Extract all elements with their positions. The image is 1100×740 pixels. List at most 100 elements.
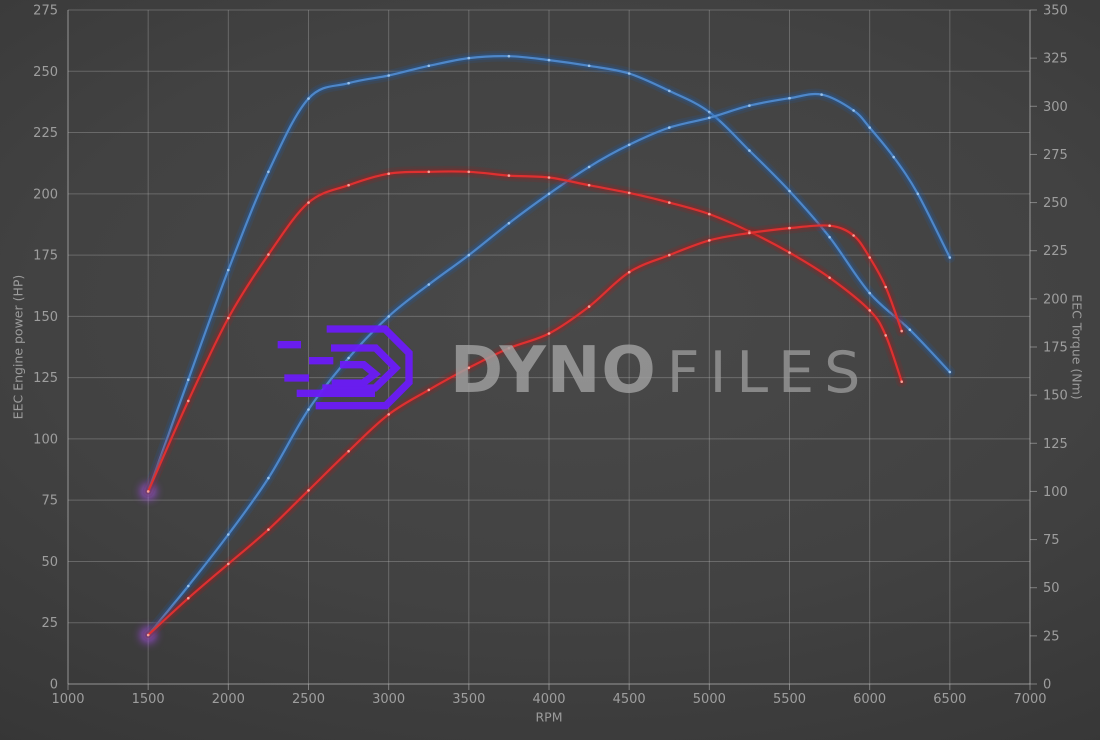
curve-point-power-red: [227, 562, 230, 566]
y-left-tick-label: 275: [33, 4, 58, 19]
y-left-tick-label: 200: [33, 187, 58, 202]
y-left-tick-label: 150: [33, 310, 58, 325]
curve-point-power-red: [668, 253, 671, 257]
curve-point-torque-blue: [748, 149, 751, 152]
curve-point-torque-red: [187, 399, 190, 403]
curve-point-torque-red: [828, 276, 831, 280]
curve-point-torque-red: [347, 183, 350, 187]
y-right-tick-label: 0: [1043, 678, 1051, 693]
curve-point-power-blue: [307, 408, 310, 411]
curve-point-power-blue: [427, 283, 431, 286]
curve-point-power-red: [852, 234, 855, 237]
curve-point-torque-blue: [427, 64, 431, 68]
logo-text-dyno: DYNO: [450, 334, 657, 408]
curve-point-power-blue: [948, 256, 952, 259]
y-left-tick-label: 75: [41, 494, 58, 509]
y-left-tick-label: 175: [33, 249, 58, 264]
dynofiles-logo-icon: [277, 325, 413, 410]
y-left-tick-label: 25: [41, 616, 58, 631]
curve-point-power-blue: [788, 96, 791, 100]
y-right-tick-label: 175: [1043, 341, 1068, 356]
curve-point-power-blue: [916, 192, 920, 196]
x-tick-label: 3000: [372, 692, 405, 707]
curve-point-torque-red: [627, 191, 631, 195]
curve-point-torque-blue: [507, 54, 511, 58]
y-right-tick-label: 350: [1043, 4, 1068, 19]
curve-point-power-blue: [267, 476, 270, 480]
curve-point-torque-red: [307, 201, 310, 204]
y-right-tick-label: 300: [1043, 100, 1068, 115]
curve-point-power-blue: [347, 356, 350, 360]
y-left-tick-label: 250: [33, 65, 58, 80]
curve-point-power-red: [267, 528, 270, 531]
y-left-tick-label: 225: [33, 126, 58, 141]
curve-point-torque-red: [868, 309, 871, 312]
curve-point-power-blue: [748, 104, 751, 107]
y-right-tick-label: 275: [1043, 148, 1068, 163]
curve-point-power-blue: [708, 116, 711, 120]
curve-point-power-red: [547, 332, 551, 335]
curve-point-torque-blue: [908, 328, 912, 332]
curve-point-power-red: [387, 413, 391, 416]
curve-point-torque-red: [587, 183, 591, 187]
curve-point-power-red: [868, 256, 871, 259]
x-tick-label: 6500: [933, 692, 966, 707]
x-tick-label: 4500: [613, 692, 646, 707]
curve-point-torque-blue: [587, 64, 591, 68]
curve-point-torque-blue: [627, 72, 631, 75]
curve-point-torque-red: [708, 212, 711, 216]
curve-point-torque-red: [547, 176, 551, 179]
curve-point-power-red: [427, 388, 431, 392]
curve-point-power-red: [748, 231, 751, 235]
y-left-tick-label: 125: [33, 371, 58, 386]
curve-point-power-red: [788, 226, 791, 230]
y-axis-title-right: EEC Torque (Nm): [1069, 294, 1085, 400]
curve-point-power-red: [708, 239, 711, 242]
curve-point-power-blue: [820, 93, 823, 96]
curve-point-power-red: [307, 489, 310, 492]
curve-power-red: [145, 222, 905, 638]
dynofiles-watermark: DYNO FILES: [265, 313, 870, 425]
curve-point-torque-red: [267, 253, 270, 256]
curve-point-torque-blue: [788, 189, 791, 193]
x-tick-label: 1000: [51, 692, 84, 707]
y-right-tick-label: 25: [1043, 629, 1060, 644]
curve-point-torque-blue: [708, 110, 711, 114]
logo-middle-d: [322, 344, 401, 392]
x-tick-label: 7000: [1013, 692, 1046, 707]
curve-point-torque-red: [387, 172, 391, 175]
x-tick-label: 5500: [773, 692, 806, 707]
curve-point-power-red: [884, 285, 887, 289]
curve-torque-blue: [147, 55, 951, 493]
y-left-tick-label: 50: [41, 555, 58, 570]
y-axis-title-left: EEC Engine power (HP): [10, 274, 26, 420]
curve-point-power-red: [187, 596, 190, 600]
x-tick-label: 1500: [132, 692, 165, 707]
curve-point-power-red: [627, 270, 631, 274]
y-right-tick-label: 200: [1043, 292, 1068, 307]
curve-point-power-red: [587, 305, 591, 308]
curve-point-torque-red: [467, 170, 471, 174]
curve-point-power-red: [828, 224, 831, 227]
curve-point-torque-red: [788, 251, 791, 254]
curve-power-red: [142, 219, 908, 641]
curve-point-power-blue: [507, 221, 511, 225]
y-left-tick-label: 100: [33, 432, 58, 447]
x-tick-label: 5000: [693, 692, 726, 707]
curve-point-torque-blue: [227, 268, 230, 272]
x-tick-label: 6000: [853, 692, 886, 707]
curve-point-power-blue: [852, 109, 855, 112]
curve-point-power-blue: [892, 155, 895, 159]
y-left-tick-label: 0: [50, 678, 58, 693]
curve-point-power-blue: [547, 192, 551, 196]
curve-point-power-blue: [868, 126, 871, 129]
y-right-tick-label: 50: [1043, 581, 1060, 596]
curve-point-torque-red: [507, 174, 511, 177]
curve-power-blue: [147, 92, 951, 637]
curve-point-power-blue: [467, 253, 471, 257]
y-right-tick-label: 225: [1043, 244, 1068, 259]
curve-point-torque-red: [668, 201, 671, 204]
x-tick-label: 2500: [292, 692, 325, 707]
